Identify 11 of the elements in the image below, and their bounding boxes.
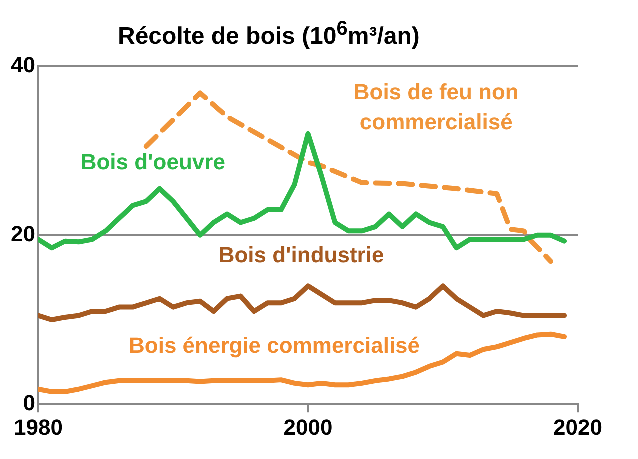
y-tick-label: 40 <box>10 52 36 78</box>
x-tick-label: 2020 <box>554 414 602 440</box>
x-tick-label: 2000 <box>284 414 333 440</box>
series-label: Bois d'oeuvre <box>80 150 226 175</box>
chart-title: Récolte de bois (10$^{6}$m³/an) <box>117 17 421 50</box>
series-label: Bois d'industrie <box>218 242 384 268</box>
series-label: Bois de feu non commercialisé <box>354 80 519 135</box>
y-tick-label: 0 <box>23 390 36 416</box>
x-tick-label: 1980 <box>14 414 63 440</box>
y-tick-label: 20 <box>10 221 36 246</box>
series-label: Bois énergie commercialisé <box>129 333 420 358</box>
